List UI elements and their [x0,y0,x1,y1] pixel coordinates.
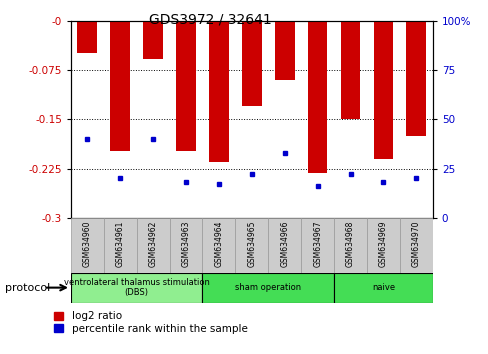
Text: ventrolateral thalamus stimulation
(DBS): ventrolateral thalamus stimulation (DBS) [63,278,209,297]
Bar [399,218,432,273]
Bar [110,21,130,151]
Text: GSM634964: GSM634964 [214,221,223,267]
Bar [406,21,426,136]
Text: GDS3972 / 32641: GDS3972 / 32641 [148,12,271,27]
Bar [274,21,294,80]
Text: GSM634962: GSM634962 [148,221,157,267]
Bar [209,21,228,162]
Text: GSM634961: GSM634961 [116,221,124,267]
Text: sham operation: sham operation [235,283,301,292]
Bar [176,21,196,151]
Bar [307,21,327,173]
Bar [103,218,137,273]
Text: GSM634967: GSM634967 [312,221,322,267]
Bar [333,218,366,273]
Bar [235,218,268,273]
Legend: log2 ratio, percentile rank within the sample: log2 ratio, percentile rank within the s… [54,312,247,333]
Bar [143,21,163,59]
Text: GSM634965: GSM634965 [247,221,256,267]
Text: GSM634963: GSM634963 [181,221,190,267]
Bar [366,218,399,273]
Bar [202,273,333,303]
Text: GSM634969: GSM634969 [378,221,387,267]
Text: GSM634968: GSM634968 [346,221,354,267]
Bar [137,218,169,273]
Bar [340,21,360,119]
Bar [202,218,235,273]
Bar [373,21,392,159]
Bar [242,21,261,106]
Bar [71,218,103,273]
Bar [333,273,432,303]
Text: GSM634966: GSM634966 [280,221,288,267]
Text: GSM634960: GSM634960 [82,221,92,267]
Bar [268,218,301,273]
Text: naive: naive [371,283,394,292]
Bar [71,273,202,303]
Text: protocol: protocol [5,282,50,293]
Bar [169,218,202,273]
Text: GSM634970: GSM634970 [411,221,420,267]
Bar [301,218,333,273]
Bar [77,21,97,53]
